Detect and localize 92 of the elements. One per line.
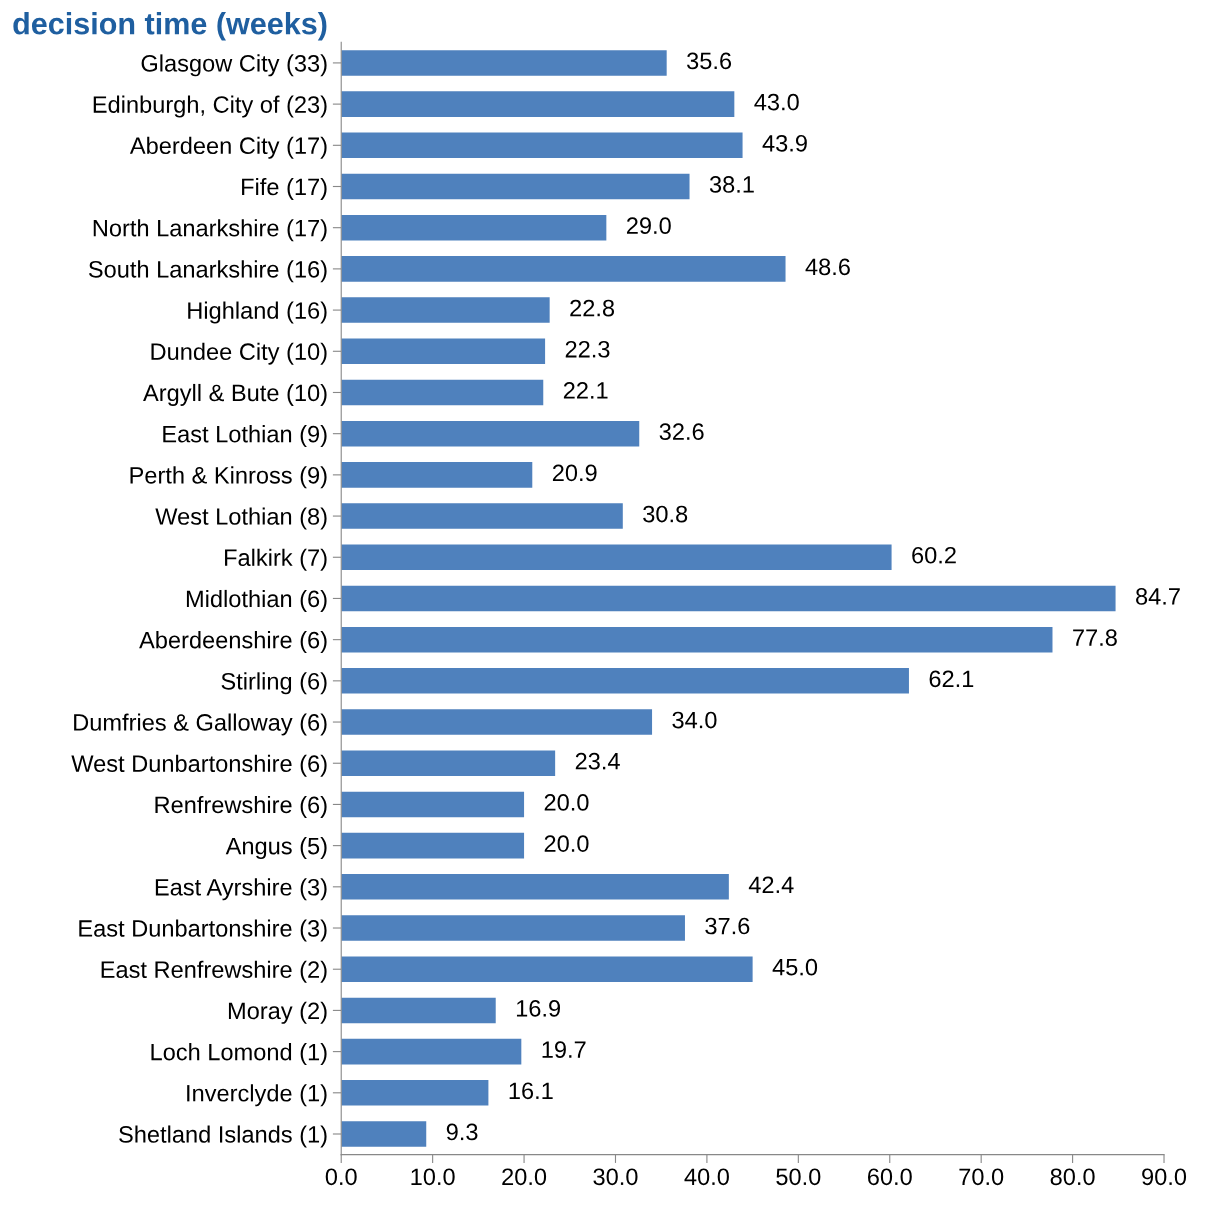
data-label: 38.1 bbox=[709, 176, 754, 193]
y-tick-label: Loch Lomond (1) bbox=[151, 1043, 327, 1066]
bar bbox=[341, 503, 623, 529]
y-tick-label: South Lanarkshire (16) bbox=[88, 260, 327, 283]
y-tick-label: Shetland Islands (1) bbox=[119, 1125, 327, 1148]
bar bbox=[341, 668, 909, 694]
bar bbox=[341, 50, 667, 76]
x-tick-label: 40.0 bbox=[684, 1168, 729, 1186]
bar bbox=[341, 585, 1116, 612]
bar bbox=[341, 791, 525, 818]
data-label: 60.2 bbox=[912, 546, 956, 564]
y-tick-label: Fife (17) bbox=[242, 177, 327, 200]
bar bbox=[341, 709, 653, 735]
x-tick-label: 50.0 bbox=[776, 1168, 821, 1186]
y-tick-label: North Lanarkshire (17) bbox=[93, 219, 327, 242]
y-tick-label: Dumfries & Galloway (6) bbox=[74, 713, 327, 736]
x-tick-label: 10.0 bbox=[411, 1168, 455, 1186]
data-label: 30.8 bbox=[643, 505, 688, 523]
data-label: 48.6 bbox=[805, 258, 850, 276]
y-tick-label: Falkirk (7) bbox=[225, 548, 327, 571]
y-tick-label: Angus (5) bbox=[225, 837, 327, 860]
data-label: 29.0 bbox=[626, 217, 671, 235]
y-tick-label: Highland (16) bbox=[188, 301, 327, 324]
y-tick-label: East Lothian (9) bbox=[163, 425, 327, 448]
data-label: 19.7 bbox=[542, 1041, 586, 1058]
data-label: 42.4 bbox=[748, 876, 794, 893]
x-tick-label: 90.0 bbox=[1142, 1168, 1187, 1186]
data-label: 20.0 bbox=[544, 794, 589, 811]
data-label: 9.3 bbox=[446, 1123, 478, 1141]
bar bbox=[341, 1121, 427, 1147]
bar bbox=[341, 132, 743, 159]
data-label: 22.1 bbox=[563, 382, 608, 399]
y-tick-label: Moray (2) bbox=[228, 1001, 327, 1024]
data-label: 35.6 bbox=[687, 52, 732, 70]
x-tick-label: 30.0 bbox=[593, 1168, 638, 1186]
bar bbox=[341, 173, 690, 200]
bar bbox=[341, 1080, 489, 1106]
y-tick-label: Aberdeenshire (6) bbox=[139, 631, 327, 654]
y-tick-label: East Renfrewshire (2) bbox=[101, 960, 327, 983]
bar bbox=[341, 420, 640, 447]
y-tick-label: Glasgow City (33) bbox=[141, 54, 327, 77]
data-label: 22.8 bbox=[570, 299, 615, 317]
y-tick-label: West Lothian (8) bbox=[155, 507, 327, 530]
y-tick-label: West Dunbartonshire (6) bbox=[71, 754, 327, 777]
bar bbox=[341, 338, 546, 365]
data-label: 20.9 bbox=[552, 464, 597, 482]
bar bbox=[341, 462, 533, 488]
data-label: 62.1 bbox=[929, 670, 974, 688]
y-tick-label: Midlothian (6) bbox=[186, 589, 327, 612]
bar bbox=[341, 626, 1053, 653]
data-label: 43.0 bbox=[754, 93, 799, 111]
data-label: 32.6 bbox=[659, 423, 704, 441]
y-tick-label: Argyll & Bute (10) bbox=[143, 383, 327, 406]
data-label: 20.0 bbox=[544, 835, 589, 852]
data-label: 22.3 bbox=[565, 340, 610, 358]
data-label: 43.9 bbox=[762, 134, 807, 152]
y-tick-label: Stirling (6) bbox=[221, 672, 327, 695]
y-tick-label: East Ayrshire (3) bbox=[155, 878, 327, 901]
bar bbox=[341, 997, 496, 1024]
x-tick-label: 0.0 bbox=[325, 1168, 357, 1186]
data-label: 16.9 bbox=[516, 1000, 560, 1017]
bar bbox=[341, 379, 544, 406]
x-tick-label: 70.0 bbox=[959, 1168, 1004, 1186]
x-tick-label: 20.0 bbox=[502, 1168, 547, 1186]
bar bbox=[341, 1038, 522, 1065]
y-tick-label: Dundee City (10) bbox=[151, 342, 327, 365]
x-tick-label: 60.0 bbox=[867, 1168, 912, 1186]
bar bbox=[341, 544, 892, 571]
bar bbox=[341, 214, 607, 241]
bar bbox=[341, 832, 525, 859]
bar bbox=[341, 874, 729, 900]
x-tick-label: 80.0 bbox=[1050, 1168, 1095, 1186]
data-label: 45.0 bbox=[772, 958, 818, 976]
data-label: 84.7 bbox=[1136, 588, 1180, 605]
y-tick-label: Perth & Kinross (9) bbox=[130, 466, 327, 489]
data-label: 34.0 bbox=[672, 711, 717, 729]
bar bbox=[341, 91, 735, 117]
chart-title: decision time (weeks) bbox=[13, 12, 327, 41]
y-tick-label: Edinburgh, City of (23) bbox=[93, 95, 327, 118]
data-label: 77.8 bbox=[1073, 629, 1117, 646]
y-tick-label: East Dunbartonshire (3) bbox=[79, 919, 327, 942]
bar bbox=[341, 915, 685, 941]
bar bbox=[341, 256, 786, 282]
y-tick-label: Renfrewshire (6) bbox=[155, 795, 327, 818]
data-label: 37.6 bbox=[705, 917, 750, 935]
y-tick-label: Aberdeen City (17) bbox=[129, 136, 327, 159]
bar bbox=[341, 750, 556, 777]
bar bbox=[341, 956, 753, 982]
bar bbox=[341, 297, 550, 323]
data-label: 16.1 bbox=[509, 1082, 553, 1100]
data-label: 23.4 bbox=[575, 752, 620, 770]
y-tick-label: Inverclyde (1) bbox=[187, 1084, 327, 1107]
